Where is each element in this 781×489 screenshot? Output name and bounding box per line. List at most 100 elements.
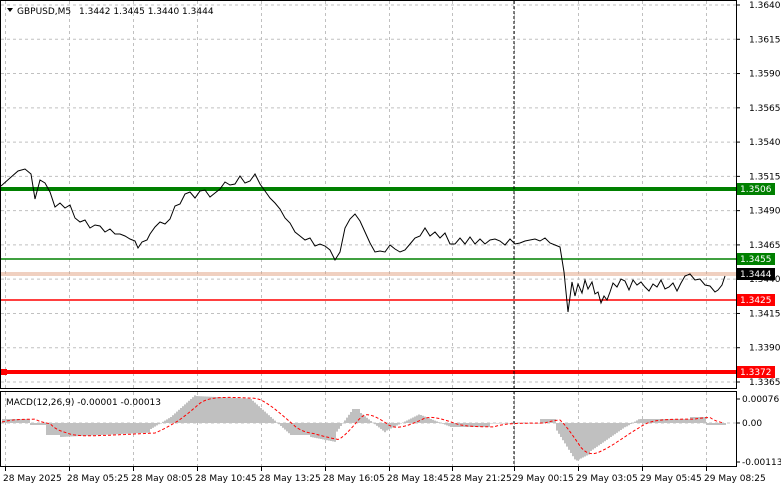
macd-bar — [630, 423, 632, 424]
macd-bar — [724, 423, 726, 425]
macd-bar — [504, 423, 506, 424]
level-anchor[interactable] — [1, 369, 7, 375]
macd-bar — [154, 423, 156, 427]
macd-bar — [204, 396, 206, 423]
macd-bar — [328, 423, 330, 441]
price-tick-label: 1.3615 — [749, 35, 781, 45]
macd-bar — [314, 423, 316, 438]
macd-bar — [540, 419, 542, 423]
macd-tick-label: 0.00 — [742, 419, 762, 429]
macd-bar — [628, 423, 630, 426]
macd-bar — [272, 418, 274, 423]
macd-bar — [608, 423, 610, 439]
macd-bar — [168, 418, 170, 423]
level-price-text: 1.3455 — [740, 255, 772, 265]
macd-bar — [596, 423, 598, 447]
price-tick-label: 1.3490 — [749, 207, 781, 217]
macd-histogram — [2, 395, 726, 461]
macd-bar — [570, 423, 572, 453]
macd-bar — [102, 423, 104, 435]
time-tick-label: 29 May 05:45 — [640, 474, 702, 484]
macd-bar — [226, 397, 228, 423]
price-tick-label: 1.3415 — [749, 309, 781, 319]
macd-bar — [38, 423, 40, 425]
macd-bar — [286, 423, 288, 432]
macd-bar — [718, 423, 720, 425]
macd-bar — [116, 423, 118, 435]
macd-bar — [100, 423, 102, 435]
macd-bar — [502, 423, 504, 424]
macd-bar — [440, 423, 442, 424]
macd-bar — [160, 423, 162, 424]
macd-bar — [16, 419, 18, 423]
macd-bar — [562, 423, 564, 441]
macd-bar — [290, 423, 292, 435]
macd-bar — [668, 419, 670, 423]
macd-bar — [12, 419, 14, 423]
macd-bar — [104, 423, 106, 435]
macd-bar — [134, 423, 136, 434]
macd-bar — [84, 423, 86, 436]
macd-bar — [214, 396, 216, 423]
macd-bar — [60, 423, 62, 437]
macd-bar — [712, 423, 714, 425]
macd-bar — [632, 422, 634, 424]
macd-bar — [338, 423, 340, 429]
price-tick-label: 1.3590 — [749, 70, 781, 80]
macd-bar — [498, 423, 500, 424]
macd-bar — [118, 423, 120, 435]
macd-bar — [98, 423, 100, 436]
macd-bar — [484, 423, 486, 427]
macd-bar — [194, 395, 196, 423]
macd-bar — [378, 423, 380, 428]
macd-bar — [706, 423, 708, 425]
time-tick-label: 29 May 08:25 — [704, 474, 766, 484]
macd-bar — [692, 417, 694, 423]
macd-bar — [634, 421, 636, 423]
macd-bar — [594, 423, 596, 449]
macd-bar — [432, 419, 434, 423]
level-price-tag — [737, 253, 775, 265]
macd-bar — [614, 423, 616, 435]
macd-bar — [94, 423, 96, 436]
macd-bar — [446, 423, 448, 426]
macd-bar — [172, 415, 174, 423]
macd-bar — [694, 417, 696, 423]
macd-bar — [324, 423, 326, 440]
macd-bar — [650, 419, 652, 423]
macd-bar — [304, 423, 306, 435]
macd-bar — [358, 409, 360, 423]
macd-bar — [108, 423, 110, 435]
macd-bar — [582, 423, 584, 458]
macd-bar — [716, 423, 718, 425]
macd-bar — [294, 423, 296, 435]
collapse-arrow-icon[interactable] — [7, 8, 13, 12]
macd-bar — [300, 423, 302, 435]
macd-bar — [270, 417, 272, 423]
macd-bar — [302, 423, 304, 435]
macd-bar — [542, 419, 544, 423]
macd-bar — [698, 417, 700, 423]
current-price-text: 1.3444 — [740, 270, 772, 280]
macd-bar — [274, 420, 276, 423]
price-tick-label: 1.3565 — [749, 104, 781, 114]
macd-bar — [360, 413, 362, 423]
macd-bar — [566, 423, 568, 447]
macd-bar — [458, 423, 460, 427]
macd-bar — [216, 397, 218, 423]
macd-bar — [124, 423, 126, 434]
macd-bar — [664, 419, 666, 423]
macd-bar — [78, 423, 80, 437]
macd-bar — [254, 402, 256, 423]
macd-bar — [678, 419, 680, 423]
macd-bar — [208, 396, 210, 423]
macd-bar — [472, 423, 474, 427]
macd-bar — [238, 398, 240, 423]
level-lines[interactable] — [1, 187, 736, 375]
macd-bar — [568, 423, 570, 450]
macd-bar — [474, 423, 476, 427]
macd-bar — [24, 419, 26, 423]
macd-bar — [476, 423, 478, 427]
